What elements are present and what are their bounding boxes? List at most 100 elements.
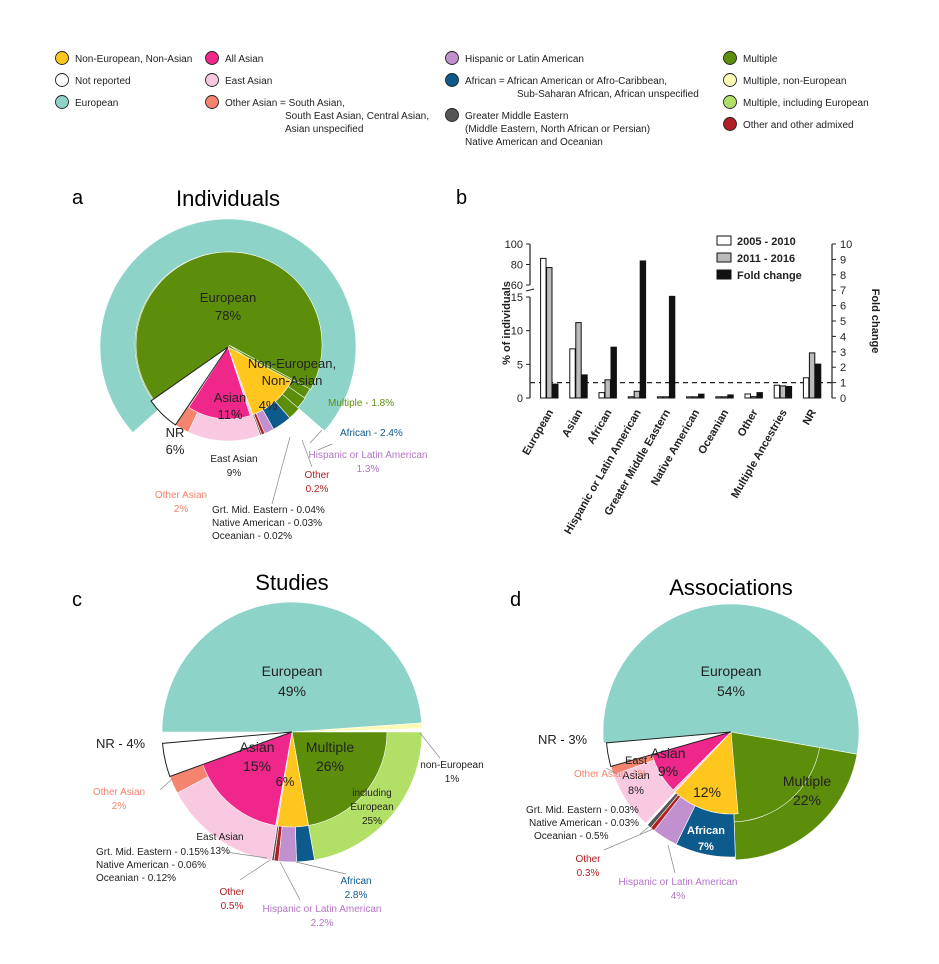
label-hispanic-4: 4% bbox=[671, 891, 686, 902]
slice-asian bbox=[188, 346, 251, 420]
legend-swatch-greater-middle-eastern-icon bbox=[445, 108, 459, 122]
category-label-european: European bbox=[520, 407, 556, 457]
left-tick-label-10: 10 bbox=[511, 326, 523, 338]
label-african-african: African bbox=[340, 876, 371, 887]
panel-title-studies: Studies bbox=[255, 570, 328, 595]
bar-2005-2010-european bbox=[540, 257, 547, 399]
label-grt-mid-eastern: Grt. Mid. Eastern - 0.15% bbox=[96, 847, 209, 858]
right-tick-label-4: 4 bbox=[840, 331, 846, 343]
legend-swatch-multiple-including-european-icon bbox=[723, 95, 737, 109]
label-eastasian-13: 13% bbox=[210, 846, 230, 857]
label-other-other: Other bbox=[304, 470, 330, 481]
bar-2011-2016-african bbox=[604, 379, 611, 399]
label-hispanic-hispanic-or-latin-american: Hispanic or Latin American bbox=[309, 450, 428, 461]
leader-grt-mid-eastern bbox=[225, 851, 268, 859]
label-noneuropean-non-european: Non-European, bbox=[248, 356, 336, 371]
label-twelve-pct: 12% bbox=[693, 784, 721, 800]
slice-nr bbox=[150, 346, 229, 426]
label-otherasian-other-asian: Other Asian bbox=[93, 787, 145, 798]
label-asian-asian: Asian bbox=[650, 745, 685, 761]
right-tick-label-3: 3 bbox=[840, 347, 846, 359]
label-including-european-european: European bbox=[350, 802, 393, 813]
legend-swatch-2005-2010 bbox=[716, 235, 732, 246]
legend-swatch-all-asian-icon bbox=[205, 51, 219, 65]
pie-chart-studies: European 49% Asian 15% Multiple 26% 6% includin… bbox=[93, 601, 484, 929]
bar-2005-2010-asian bbox=[569, 348, 576, 399]
legend-label-hispanic-or-latin-american: Hispanic or Latin American bbox=[465, 54, 584, 65]
pie-chart-individuals: European 78% Non-European, Non-Asian 4% Asian… bbox=[99, 218, 428, 542]
slice-asian bbox=[202, 731, 293, 826]
left-tick-label-5: 5 bbox=[517, 359, 523, 371]
label-other-other: Other bbox=[575, 854, 601, 865]
bar-fold-change-native-american bbox=[698, 393, 705, 399]
left-tick-label-80: 80 bbox=[511, 260, 523, 272]
left-tick-label-15: 15 bbox=[511, 292, 523, 304]
label-non-european-non-european: non-European bbox=[420, 760, 483, 771]
left-tick-label-0: 0 bbox=[517, 393, 523, 405]
leader-grt-mid-eastern bbox=[271, 436, 291, 505]
bar-2005-2010-hispanic-or-latin-american bbox=[627, 396, 635, 399]
label-including-european-including: including bbox=[352, 788, 391, 799]
bar-fold-change-oceanian bbox=[727, 394, 734, 399]
label-otherasian-other-asian: Other Asian bbox=[155, 490, 207, 501]
right-tick-label-1: 1 bbox=[840, 378, 846, 390]
legend-extra-native-american-and-oceanian: Native American and Oceanian bbox=[465, 137, 603, 148]
label-african-african: African bbox=[687, 825, 725, 837]
label-eastasian-asian: Asian bbox=[622, 770, 650, 782]
label-native-american: Native American - 0.06% bbox=[96, 860, 206, 871]
legend-label-all-asian: All Asian bbox=[225, 54, 263, 65]
bar-2005-2010-native-american bbox=[686, 396, 693, 399]
slice-nr bbox=[161, 731, 293, 778]
label-oceanian: Oceanian - 0.02% bbox=[212, 531, 292, 542]
bar-2005-2010-other bbox=[744, 393, 751, 399]
panel-letter-b: b bbox=[456, 187, 467, 209]
bar-2005-2010-greater-middle-eastern bbox=[656, 396, 664, 399]
label-eastasian-east-asian: East Asian bbox=[210, 454, 257, 465]
label-multiple-multiple: Multiple bbox=[306, 739, 354, 755]
label-multiple-26: 26% bbox=[316, 758, 344, 774]
bar-2011-2016-hispanic-or-latin-american bbox=[633, 390, 641, 399]
legend-label-non-european-non-asian: Non-European, Non-Asian bbox=[75, 54, 192, 65]
label-asian-asian: Asian bbox=[239, 739, 274, 755]
label-asian-asian: Asian bbox=[214, 390, 247, 405]
panel-letter-c: c bbox=[72, 589, 82, 611]
label-eastasian-8: 8% bbox=[628, 785, 644, 797]
y-axis-title: % of individuals bbox=[501, 281, 513, 365]
label-european-49: 49% bbox=[278, 683, 306, 699]
legend-swatch-non-european-non-asian-icon bbox=[55, 51, 69, 65]
bar-2011-2016-european bbox=[546, 267, 553, 399]
bar-fold-change-european bbox=[552, 383, 559, 399]
left-tick-label-100: 100 bbox=[505, 239, 523, 251]
label-including-european-25: 25% bbox=[362, 816, 382, 827]
leader-non-european bbox=[419, 732, 441, 759]
right-tick-label-7: 7 bbox=[840, 285, 846, 297]
bar-2005-2010-african bbox=[598, 392, 605, 399]
label-oceanian: Oceanian - 0.12% bbox=[96, 873, 176, 884]
legend-label-multiple-including-european: Multiple, including European bbox=[743, 98, 869, 109]
bar-2011-2016-oceanian bbox=[721, 396, 728, 399]
category-label-african: African bbox=[585, 407, 614, 446]
bar-2005-2010-oceanian bbox=[715, 396, 722, 399]
y2-axis-title: Fold change bbox=[869, 289, 881, 354]
legend-swatch-hispanic-or-latin-american-icon bbox=[445, 51, 459, 65]
label-native-american: Native American - 0.03% bbox=[212, 518, 322, 529]
legend-label-european: European bbox=[75, 98, 118, 109]
label-eastasian-east: East bbox=[625, 755, 647, 767]
label-hispanic-hispanic-or-latin-american: Hispanic or Latin American bbox=[619, 877, 738, 888]
label-african-7: 7% bbox=[698, 841, 714, 853]
legend-swatch-2011-2016 bbox=[716, 252, 732, 263]
leader-other bbox=[301, 439, 313, 468]
right-tick-label-0: 0 bbox=[840, 393, 846, 405]
label-other-0-3: 0.3% bbox=[577, 868, 600, 879]
panel-letter-d: d bbox=[510, 589, 521, 611]
label-hispanic-2-2: 2.2% bbox=[311, 918, 334, 929]
label-native-american: Native American - 0.03% bbox=[529, 818, 639, 829]
slice-european bbox=[161, 601, 423, 733]
right-tick-label-8: 8 bbox=[840, 270, 846, 282]
label-nr-6: 6% bbox=[166, 442, 185, 457]
label-otherasian: Other Asian -1% bbox=[574, 769, 647, 780]
leader-african bbox=[317, 443, 333, 451]
right-tick-label-9: 9 bbox=[840, 254, 846, 266]
